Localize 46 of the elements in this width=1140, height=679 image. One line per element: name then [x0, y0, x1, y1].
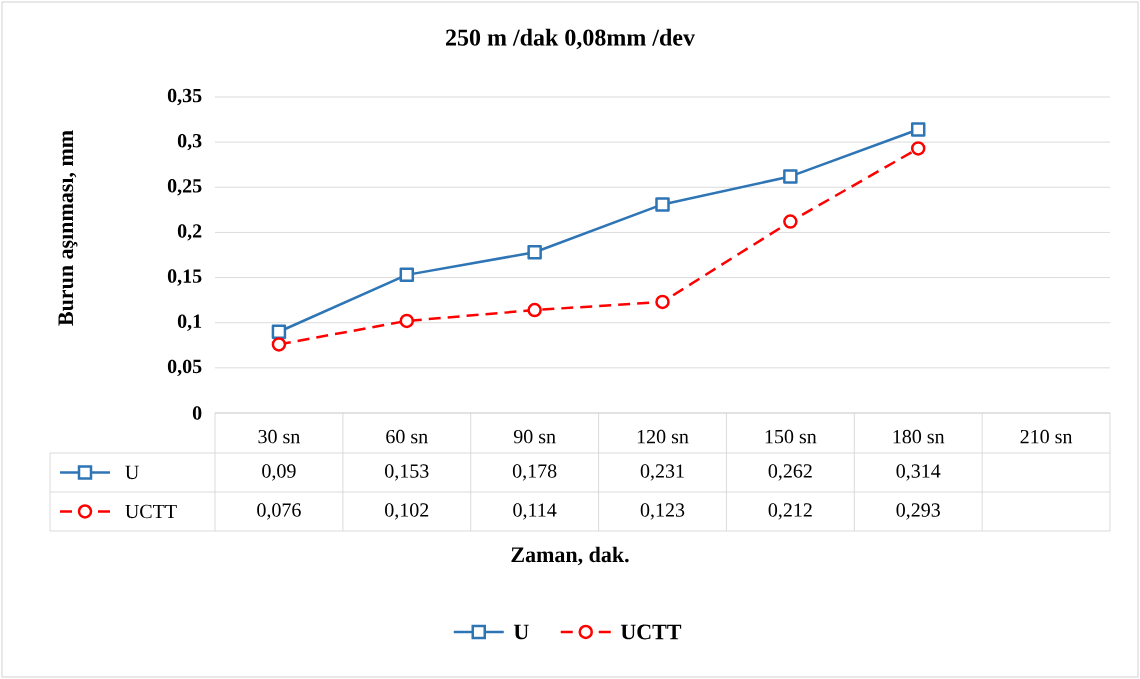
data-label: 0,231: [640, 464, 684, 481]
x-tick-label: 30 sn: [258, 429, 301, 444]
data-label: 0,293: [896, 503, 940, 520]
data-label: 0,314: [896, 464, 941, 481]
data-label: 0,114: [513, 503, 557, 520]
y-tick-label: 0,3: [177, 133, 202, 151]
point: [910, 122, 926, 137]
data-label: 0,076: [257, 503, 301, 520]
point: [527, 245, 542, 260]
y-tick-label: 0: [192, 406, 202, 420]
x-tick-label: 120 sn: [637, 429, 689, 444]
x-tick-label: 90 sn: [513, 429, 556, 444]
x-tick-label: 180 sn: [893, 429, 945, 444]
y-tick-label: 0,1: [177, 314, 202, 331]
point: [399, 313, 415, 329]
point: [783, 214, 798, 229]
x-tick-label: 210 sn: [1020, 429, 1073, 444]
point: [783, 169, 798, 184]
point: [399, 267, 415, 283]
point: [527, 302, 542, 318]
data-label: 0,153: [385, 464, 429, 481]
data-label: 0,178: [512, 464, 557, 481]
y-tick-label: 0,35: [167, 88, 202, 106]
x-tick-label: 150 sn: [765, 429, 817, 444]
legend-label: UCTT: [125, 504, 177, 519]
x-axis-title: Zaman, dak.: [511, 546, 629, 566]
point: [910, 141, 926, 156]
point: [271, 337, 287, 352]
y-tick-label: 0,2: [177, 224, 202, 241]
point: [655, 294, 670, 310]
point: [271, 324, 287, 339]
data-label: 0,123: [640, 503, 685, 520]
data-label: 0,09: [262, 464, 296, 481]
data-label: 0,102: [385, 503, 429, 520]
y-axis-title: Burun aşınması, mm: [58, 130, 78, 326]
text: UCTT: [620, 624, 682, 640]
text: U: [513, 624, 529, 640]
chart-title: 250 m /dak 0,08mm /dev: [446, 28, 695, 50]
point: [655, 197, 670, 212]
data-label: 0,212: [768, 503, 812, 520]
y-tick-label: 0,25: [167, 179, 202, 196]
y-tick-label: 0,05: [167, 359, 202, 377]
y-tick-label: 0,15: [167, 269, 202, 286]
data-label: 0,262: [768, 464, 812, 481]
legend-label: U: [125, 465, 139, 480]
x-tick-label: 60 sn: [386, 429, 428, 444]
